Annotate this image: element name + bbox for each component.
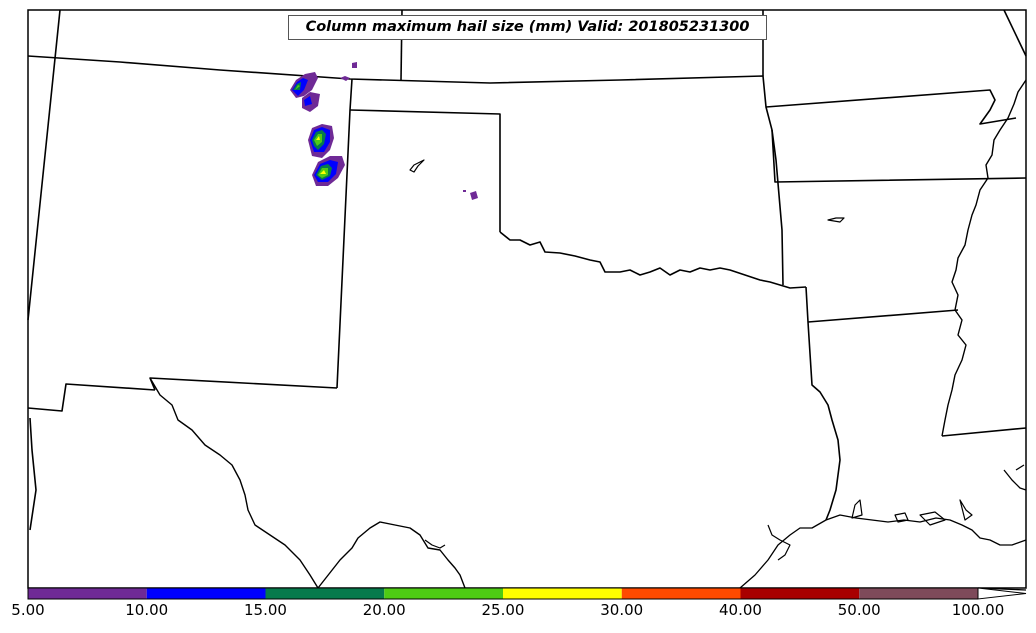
colorbar-tick-label: 100.00 [951, 601, 1005, 619]
florida-panhandle [1003, 464, 1027, 491]
border-la-ms [941, 427, 1027, 437]
border-ok-ks [349, 109, 501, 232]
hail-swath-2 [302, 92, 320, 112]
colorbar-tick-label: 30.00 [600, 601, 644, 619]
border-az-mexico [29, 417, 37, 531]
border-utah-colorado [27, 9, 61, 321]
border-rio-grande-lower [317, 521, 466, 589]
hail-swath-5 [312, 156, 345, 186]
colorbar-segment [28, 588, 147, 599]
colorbar-tick-label: 40.00 [719, 601, 762, 619]
colorbar-tick-label: 20.00 [362, 601, 406, 619]
colorbar-tick-label: 25.00 [481, 601, 525, 619]
colorbar-tick-label: 5.00 [11, 601, 45, 619]
hail-swath-1 [290, 72, 318, 98]
colorbar-tick-label: 50.00 [837, 601, 881, 619]
colorbar-segment [265, 588, 385, 599]
colorbar-segment [859, 588, 978, 599]
state-borders [27, 9, 1027, 591]
colorbar [27, 587, 1027, 600]
border-ok-ar [765, 106, 784, 286]
bay-texas [851, 499, 863, 519]
border-red-river [499, 231, 807, 289]
gulf-coast [739, 514, 1027, 589]
mississippi-river [941, 79, 1027, 437]
bay-louisiana [894, 499, 973, 526]
rio-delta [424, 539, 446, 549]
colorbar-segment [384, 588, 503, 599]
hail-swath-3 [340, 62, 357, 81]
colorbar-segment [740, 588, 860, 599]
border-tx-la [805, 286, 841, 521]
map-frame [27, 9, 1027, 589]
colorbar-tick-label: 15.00 [244, 601, 287, 619]
colorbar-segment [621, 588, 741, 599]
border-ar-la [807, 309, 959, 323]
colorbar-segment [146, 588, 266, 599]
hail-swath-4 [308, 124, 334, 158]
colorbar-extend-arrow [977, 587, 1027, 600]
coast-galveston [767, 524, 791, 561]
hail-swaths [290, 62, 478, 200]
map-title: Column maximum hail size (mm) Valid: 201… [288, 15, 767, 40]
colorbar-tick-label: 10.00 [125, 601, 169, 619]
coast-bottom-right [977, 587, 1027, 591]
border-rio-grande [149, 377, 319, 589]
lake-oklahoma [409, 159, 425, 173]
border-mo-ar [771, 129, 1027, 183]
colorbar-segment [503, 588, 622, 599]
colorbar-frame [27, 587, 978, 600]
hail-swath-6 [463, 190, 478, 200]
border-nm-mexico [27, 383, 156, 412]
border-ia-mo [1003, 9, 1027, 57]
lake-arkansas [827, 217, 845, 223]
